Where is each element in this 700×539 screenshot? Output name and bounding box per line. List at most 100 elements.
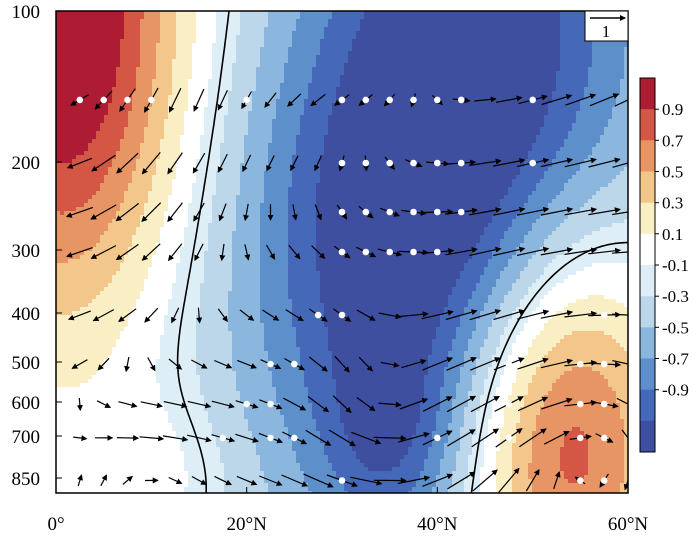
- contour-cell: [56, 291, 101, 296]
- contour-cell: [56, 267, 121, 272]
- contour-cell: [228, 327, 265, 332]
- wind-arrow: [611, 251, 628, 254]
- contour-cell: [220, 151, 245, 156]
- contour-cell: [88, 199, 125, 204]
- contour-cell: [256, 83, 281, 88]
- contour-cell: [456, 383, 473, 388]
- contour-cell: [300, 15, 333, 20]
- contour-cell: [56, 455, 185, 460]
- contour-cell: [616, 175, 628, 180]
- contour-cell: [176, 175, 197, 180]
- contour-cell: [292, 39, 321, 44]
- contour-cell: [124, 11, 145, 16]
- contour-cell: [200, 287, 233, 292]
- reference-vector-key: 1: [584, 10, 629, 42]
- contour-cell: [56, 487, 185, 492]
- significance-dot: [76, 96, 84, 104]
- contour-cell: [400, 463, 425, 468]
- contour-cell: [560, 467, 589, 472]
- contour-cell: [512, 287, 529, 292]
- contour-cell: [560, 447, 589, 452]
- contour-cell: [548, 263, 593, 268]
- contour-cell: [316, 267, 465, 272]
- contour-cell: [556, 71, 589, 76]
- contour-cell: [240, 399, 277, 404]
- wind-arrow: [168, 87, 182, 113]
- contour-cell: [236, 371, 273, 376]
- contour-cell: [496, 391, 513, 396]
- contour-cell: [528, 471, 565, 476]
- contour-cell: [476, 359, 493, 364]
- contour-cell: [504, 195, 529, 200]
- contour-cell: [56, 123, 101, 128]
- contour-cell: [56, 167, 109, 172]
- wind-arrow: [91, 154, 116, 172]
- contour-cell: [512, 255, 533, 260]
- contour-cell: [72, 311, 133, 316]
- wind-arrow: [588, 207, 621, 216]
- contour-cell: [496, 479, 513, 484]
- contour-cell: [220, 451, 257, 456]
- wind-arrow: [493, 206, 526, 216]
- contour-cell: [588, 79, 621, 84]
- contour-cell: [232, 263, 261, 268]
- y-tick-label: 100: [12, 2, 41, 23]
- contour-cell: [232, 255, 261, 260]
- contour-cell: [496, 463, 513, 468]
- contour-cell: [472, 375, 489, 380]
- contour-cell: [556, 83, 589, 88]
- contour-cell: [456, 395, 469, 400]
- contour-cell: [452, 411, 465, 416]
- contour-cell: [156, 67, 173, 72]
- contour-cell: [536, 219, 565, 224]
- contour-cell: [616, 103, 628, 108]
- contour-cell: [56, 491, 185, 493]
- contour-cell: [292, 155, 321, 160]
- contour-cell: [556, 79, 589, 84]
- contour-cell: [56, 163, 113, 168]
- significance-dot: [362, 96, 370, 104]
- contour-cell: [328, 455, 357, 460]
- contour-cell: [264, 31, 293, 36]
- contour-cell: [248, 119, 273, 124]
- contour-cell: [204, 259, 233, 264]
- contour-cell: [232, 267, 261, 272]
- contour-cell: [492, 399, 509, 404]
- contour-cell: [320, 439, 349, 444]
- contour-cell: [528, 391, 549, 396]
- contour-cell: [168, 415, 209, 420]
- contour-cell: [316, 255, 473, 260]
- contour-cell: [56, 71, 117, 76]
- significance-dot: [338, 159, 346, 167]
- contour-cell: [216, 39, 237, 44]
- contour-cell: [196, 323, 229, 328]
- contour-cell: [456, 455, 469, 460]
- contour-cell: [164, 131, 185, 136]
- wind-arrow: [194, 243, 204, 262]
- wind-arrow: [445, 309, 478, 321]
- contour-cell: [320, 435, 349, 440]
- contour-cell: [212, 55, 237, 60]
- contour-cell: [560, 191, 597, 196]
- contour-cell: [568, 431, 585, 436]
- contour-cell: [560, 55, 593, 60]
- contour-cell: [552, 199, 589, 204]
- contour-cell: [144, 15, 161, 20]
- contour-cell: [192, 51, 213, 56]
- contour-cell: [136, 299, 169, 304]
- wind-arrow: [422, 357, 454, 371]
- contour-cell: [464, 263, 489, 268]
- contour-cell: [532, 439, 565, 444]
- contour-cell: [512, 347, 529, 352]
- contour-cell: [204, 271, 233, 276]
- contour-cell: [120, 331, 165, 336]
- contour-cell: [276, 111, 305, 116]
- contour-cell: [296, 335, 329, 340]
- contour-cell: [68, 259, 125, 264]
- contour-cell: [328, 19, 361, 24]
- contour-cell: [176, 167, 197, 172]
- contour-cell: [464, 267, 485, 272]
- contour-cell: [292, 183, 317, 188]
- y-tick-label: 300: [12, 241, 41, 262]
- contour-cell: [452, 347, 469, 352]
